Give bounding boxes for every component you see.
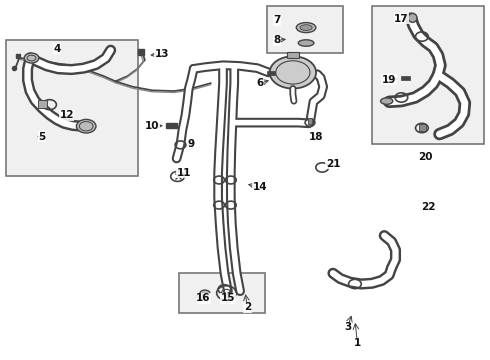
Text: 2: 2 <box>244 302 251 312</box>
Bar <box>196 294 202 297</box>
Ellipse shape <box>381 98 393 104</box>
Text: 22: 22 <box>421 202 436 212</box>
Text: 19: 19 <box>382 75 396 85</box>
Text: 8: 8 <box>273 35 280 45</box>
Text: 20: 20 <box>418 152 433 162</box>
Bar <box>372 6 485 144</box>
Text: 18: 18 <box>309 132 323 142</box>
Text: 7: 7 <box>273 15 280 26</box>
Ellipse shape <box>408 13 417 22</box>
Text: 12: 12 <box>59 111 74 121</box>
Text: 10: 10 <box>145 121 159 131</box>
Text: 15: 15 <box>220 293 235 303</box>
Ellipse shape <box>298 40 314 46</box>
Ellipse shape <box>296 23 316 33</box>
Ellipse shape <box>300 25 312 31</box>
Text: 3: 3 <box>344 322 351 332</box>
Bar <box>308 118 313 125</box>
Text: 16: 16 <box>196 293 211 303</box>
Ellipse shape <box>76 120 96 133</box>
Text: 1: 1 <box>354 338 361 348</box>
Text: 17: 17 <box>394 14 409 24</box>
Text: 4: 4 <box>53 44 61 54</box>
Bar <box>287 51 299 58</box>
Ellipse shape <box>200 290 210 296</box>
Bar <box>166 123 176 128</box>
Ellipse shape <box>24 53 39 63</box>
Text: 14: 14 <box>252 182 267 192</box>
Bar <box>267 71 275 75</box>
Text: 13: 13 <box>155 49 169 59</box>
Bar <box>38 100 47 108</box>
Bar <box>179 273 265 313</box>
Text: 21: 21 <box>326 159 340 169</box>
Bar <box>267 6 343 53</box>
Bar <box>419 124 426 131</box>
Text: 9: 9 <box>188 139 195 149</box>
Text: 5: 5 <box>39 132 46 142</box>
Ellipse shape <box>270 56 316 89</box>
Bar <box>5 40 138 176</box>
Bar <box>401 76 410 80</box>
Text: 11: 11 <box>177 168 191 178</box>
Text: 6: 6 <box>256 78 263 88</box>
